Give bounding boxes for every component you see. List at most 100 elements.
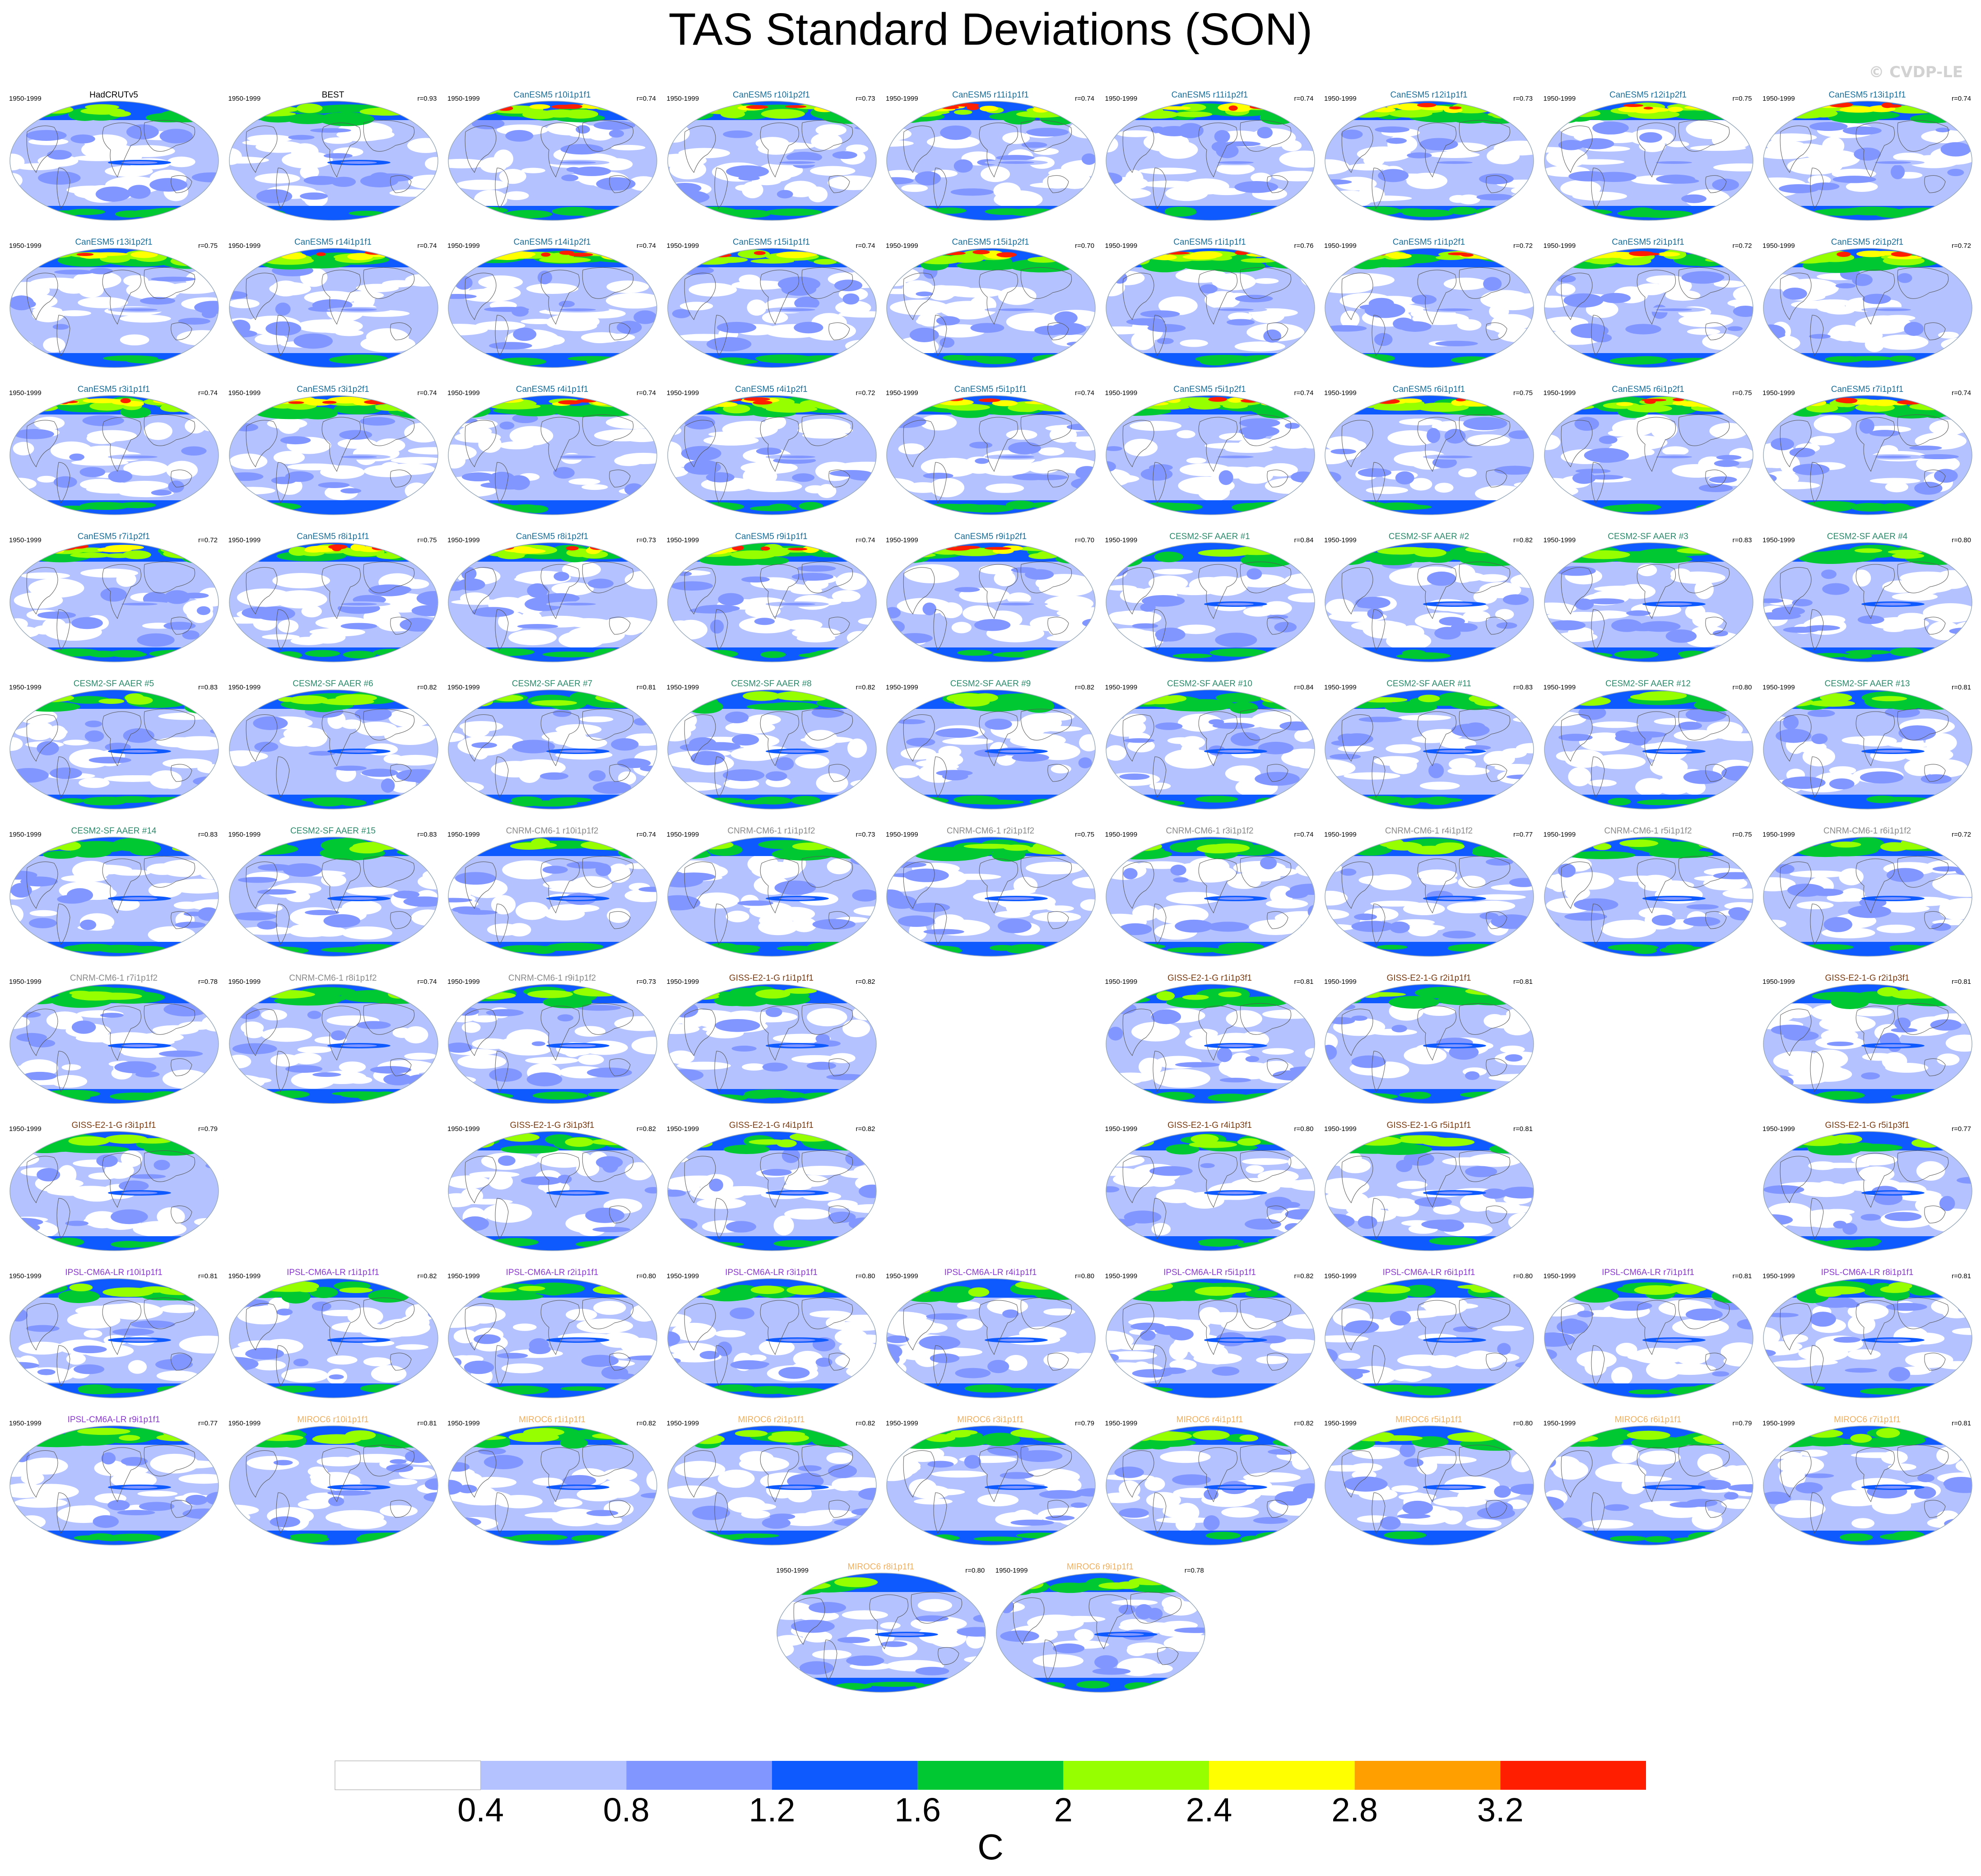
panel-pattern-correlation: r=0.74 <box>1294 389 1314 397</box>
panel-period: 1950-1999 <box>1324 1420 1357 1427</box>
panel-period: 1950-1999 <box>1762 95 1795 102</box>
panel-period: 1950-1999 <box>9 1420 42 1427</box>
map-panel: 1950-1999 CanESM5 r14i1p1f1 r=0.74 <box>224 237 442 377</box>
panel-title: MIROC6 r2i1p1f1 <box>738 1415 805 1424</box>
map-panel: 1950-1999 GISS-E2-1-G r3i1p1f1 r=0.79 <box>5 1121 223 1261</box>
panel-period: 1950-1999 <box>9 831 42 838</box>
map-panel: 1950-1999 CESM2-SF AAER #5 r=0.83 <box>5 679 223 819</box>
map-panel: 1950-1999 MIROC6 r1i1p1f1 r=0.82 <box>443 1415 661 1555</box>
panel-pattern-correlation: r=0.74 <box>417 242 437 250</box>
panel-pattern-correlation: r=0.81 <box>1952 978 1971 986</box>
panel-map <box>886 542 1096 662</box>
map-panel: 1950-1999 HadCRUTv5 <box>5 90 223 230</box>
panel-title: CanESM5 r3i1p2f1 <box>297 385 369 394</box>
panel-period: 1950-1999 <box>447 536 480 544</box>
panel-map <box>667 542 877 662</box>
panel-period: 1950-1999 <box>228 1272 261 1280</box>
panel-title: CNRM-CM6-1 r9i1p1f2 <box>508 973 596 983</box>
panel-pattern-correlation: r=0.84 <box>1294 684 1314 691</box>
panel-pattern-correlation: r=0.74 <box>856 536 875 544</box>
panel-map <box>448 1425 657 1545</box>
panel-period: 1950-1999 <box>1543 389 1576 397</box>
map-panel: 1950-1999 CanESM5 r5i1p2f1 r=0.74 <box>1101 385 1319 525</box>
panel-map <box>228 395 438 515</box>
panel-period: 1950-1999 <box>666 1272 699 1280</box>
panel-title: GISS-E2-1-G r4i1p3f1 <box>1167 1121 1252 1130</box>
panel-title: CanESM5 r7i1p1f1 <box>1831 385 1904 394</box>
panel-pattern-correlation: r=0.77 <box>1513 831 1533 838</box>
panel-period: 1950-1999 <box>228 95 261 102</box>
map-panel: 1950-1999 CNRM-CM6-1 r7i1p1f2 r=0.78 <box>5 973 223 1113</box>
panel-period: 1950-1999 <box>666 536 699 544</box>
panel-pattern-correlation: r=0.74 <box>417 389 437 397</box>
panel-title: MIROC6 r7i1p1f1 <box>1834 1415 1901 1424</box>
panel-period: 1950-1999 <box>886 1420 918 1427</box>
colorbar-swatch <box>917 1761 1064 1790</box>
panel-period: 1950-1999 <box>447 1125 480 1133</box>
map-panel: 1950-1999 CanESM5 r1i1p1f1 r=0.76 <box>1101 237 1319 377</box>
panel-map <box>996 1573 1205 1693</box>
panel-period: 1950-1999 <box>9 1125 42 1133</box>
panel-pattern-correlation: r=0.78 <box>198 978 218 986</box>
panel-period: 1950-1999 <box>1543 684 1576 691</box>
panel-period: 1950-1999 <box>666 389 699 397</box>
panel-title: CESM2-SF AAER #15 <box>290 826 376 836</box>
panel-map <box>1325 395 1534 515</box>
map-panel: 1950-1999 IPSL-CM6A-LR r8i1p1f1 r=0.81 <box>1758 1268 1976 1408</box>
panel-period: 1950-1999 <box>228 389 261 397</box>
panel-title: GISS-E2-1-G r5i1p3f1 <box>1825 1121 1910 1130</box>
map-panel: 1950-1999 IPSL-CM6A-LR r9i1p1f1 r=0.77 <box>5 1415 223 1555</box>
panel-map <box>448 984 657 1104</box>
panel-pattern-correlation: r=0.80 <box>1294 1125 1314 1133</box>
panel-title: CanESM5 r5i1p1f1 <box>954 385 1027 394</box>
panel-title: IPSL-CM6A-LR r2i1p1f1 <box>506 1268 599 1277</box>
panel-period: 1950-1999 <box>1762 536 1795 544</box>
panel-period: 1950-1999 <box>666 95 699 102</box>
panel-pattern-correlation: r=0.79 <box>198 1125 218 1133</box>
panel-map <box>9 984 219 1104</box>
panel-pattern-correlation: r=0.81 <box>1952 1272 1971 1280</box>
map-panel: 1950-1999 IPSL-CM6A-LR r4i1p1f1 r=0.80 <box>881 1268 1100 1408</box>
panel-pattern-correlation: r=0.81 <box>1952 684 1971 691</box>
panel-pattern-correlation: r=0.81 <box>1513 1125 1533 1133</box>
panel-period: 1950-1999 <box>1105 389 1138 397</box>
panel-period: 1950-1999 <box>666 684 699 691</box>
panel-title: CanESM5 r4i1p1f1 <box>516 385 589 394</box>
map-panel: 1950-1999 CESM2-SF AAER #13 r=0.81 <box>1758 679 1976 819</box>
panel-map <box>886 395 1096 515</box>
panel-title: MIROC6 r1i1p1f1 <box>519 1415 586 1424</box>
map-panel: 1950-1999 CNRM-CM6-1 r2i1p1f2 r=0.75 <box>881 826 1100 966</box>
panel-map <box>667 689 877 810</box>
panel-pattern-correlation: r=0.76 <box>1294 242 1314 250</box>
map-panel: 1950-1999 MIROC6 r9i1p1f1 r=0.78 <box>991 1562 1209 1702</box>
panel-period: 1950-1999 <box>1762 1272 1795 1280</box>
panel-map <box>1325 1425 1534 1545</box>
map-panel: 1950-1999 IPSL-CM6A-LR r6i1p1f1 r=0.80 <box>1320 1268 1538 1408</box>
map-panel: 1950-1999 CanESM5 r13i1p2f1 r=0.75 <box>5 237 223 377</box>
panel-title: IPSL-CM6A-LR r7i1p1f1 <box>1602 1268 1694 1277</box>
panel-period: 1950-1999 <box>9 536 42 544</box>
map-panel: 1950-1999 CNRM-CM6-1 r9i1p1f2 r=0.73 <box>443 973 661 1113</box>
map-panel: 1950-1999 CESM2-SF AAER #11 r=0.83 <box>1320 679 1538 819</box>
panel-map <box>448 101 657 221</box>
panel-map <box>1544 101 1753 221</box>
panel-title: CanESM5 r10i1p2f1 <box>732 90 810 100</box>
panel-title: CESM2-SF AAER #5 <box>73 679 154 689</box>
panel-pattern-correlation: r=0.79 <box>1075 1420 1094 1427</box>
panel-pattern-correlation: r=0.82 <box>856 684 875 691</box>
panel-map <box>448 837 657 957</box>
panel-map <box>886 1425 1096 1545</box>
panel-period: 1950-1999 <box>447 389 480 397</box>
panel-map <box>228 1425 438 1545</box>
map-panel: 1950-1999 GISS-E2-1-G r4i1p3f1 r=0.80 <box>1101 1121 1319 1261</box>
panel-title: MIROC6 r4i1p1f1 <box>1176 1415 1243 1424</box>
map-panel: 1950-1999 MIROC6 r2i1p1f1 r=0.82 <box>662 1415 881 1555</box>
map-panel: 1950-1999 GISS-E2-1-G r2i1p1f1 r=0.81 <box>1320 973 1538 1113</box>
panel-title: CESM2-SF AAER #2 <box>1388 532 1469 541</box>
panel-pattern-correlation: r=0.77 <box>198 1420 218 1427</box>
panel-title: HadCRUTv5 <box>89 90 138 100</box>
panel-map <box>228 1278 438 1398</box>
colorbar: 0.4 0.8 1.2 1.6 2 2.4 2.8 3.2 <box>335 1760 1646 1824</box>
panel-pattern-correlation: r=0.70 <box>1075 536 1094 544</box>
panel-period: 1950-1999 <box>1762 831 1795 838</box>
